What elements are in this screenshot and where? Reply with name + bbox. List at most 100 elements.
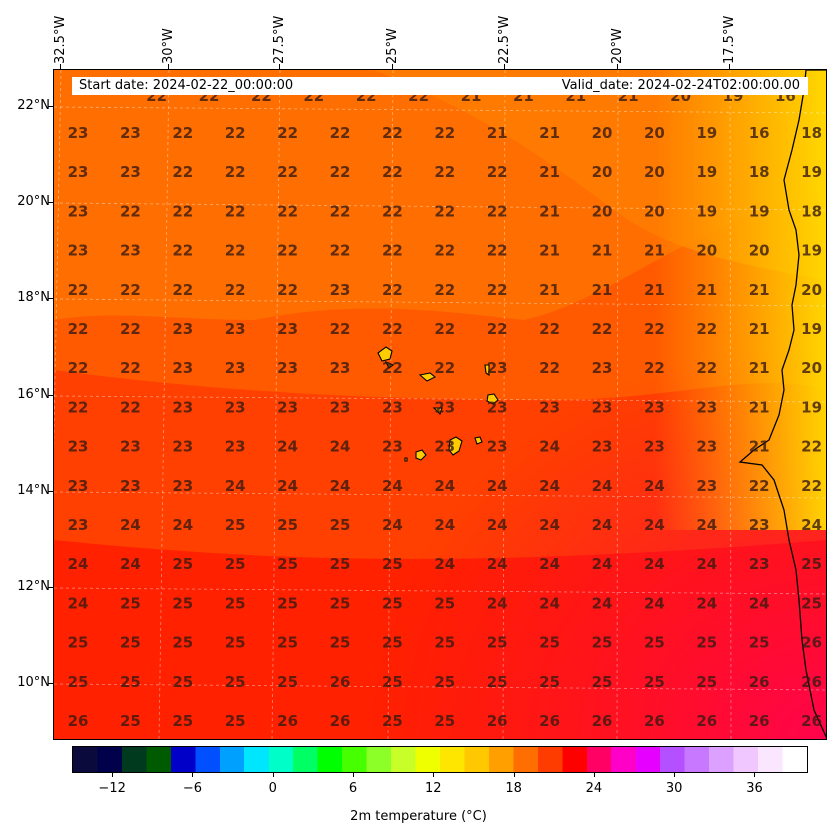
temperature-value: 23 bbox=[68, 477, 89, 495]
temperature-value: 24 bbox=[487, 555, 508, 573]
longitude-label-text: 22.5°W bbox=[497, 15, 512, 64]
temperature-value: 23 bbox=[277, 398, 298, 416]
temperature-value: 23 bbox=[120, 124, 141, 142]
temperature-value: 25 bbox=[539, 673, 560, 691]
colorbar-tick bbox=[754, 773, 756, 777]
latitude-label: 18°N bbox=[17, 290, 50, 305]
temperature-value: 25 bbox=[277, 555, 298, 573]
temperature-value: 23 bbox=[120, 477, 141, 495]
temperature-value: 24 bbox=[382, 516, 403, 534]
temperature-value: 23 bbox=[172, 320, 193, 338]
temperature-value: 25 bbox=[696, 634, 717, 652]
temperature-value: 23 bbox=[696, 477, 717, 495]
temperature-value: 22 bbox=[644, 359, 665, 377]
latitude-label: 14°N bbox=[17, 483, 50, 498]
map-panel: 22 22 22 22 22 22 21 21 21 21 20 19 16 23 23 22 22 22 22 22… bbox=[53, 69, 827, 740]
temperature-value: 24 bbox=[487, 594, 508, 612]
temperature-value: 22 bbox=[696, 320, 717, 338]
temperature-value: 22 bbox=[225, 124, 246, 142]
temperature-value: 24 bbox=[434, 516, 455, 534]
colorbar-tick-label: 18 bbox=[505, 781, 522, 796]
temperature-value: 23 bbox=[277, 320, 298, 338]
temperature-value: 21 bbox=[749, 281, 770, 299]
colorbar-tick-label: −12 bbox=[98, 781, 126, 796]
temperature-value: 19 bbox=[801, 398, 822, 416]
colorbar-tick-label: 0 bbox=[268, 781, 277, 796]
temperature-value: 25 bbox=[434, 634, 455, 652]
temperature-value: 22 bbox=[434, 320, 455, 338]
temperature-value: 24 bbox=[592, 516, 613, 534]
colorbar-tick-label: 6 bbox=[348, 781, 358, 796]
temperature-value: 25 bbox=[277, 673, 298, 691]
temperature-value: 23 bbox=[225, 438, 246, 456]
temperature-value: 22 bbox=[172, 202, 193, 220]
temperature-value: 22 bbox=[749, 477, 770, 495]
temperature-value: 22 bbox=[801, 438, 822, 456]
temperature-value: 22 bbox=[487, 202, 508, 220]
longitude-label-text: 17.5°W bbox=[722, 15, 737, 64]
temperature-value: 25 bbox=[172, 634, 193, 652]
temperature-value: 22 bbox=[382, 281, 403, 299]
longitude-label-text: 30°W bbox=[161, 28, 176, 64]
valid-date-label: Valid_date: 2024-02-24T02:00:00.00 bbox=[561, 78, 800, 93]
temperature-value: 23 bbox=[120, 163, 141, 181]
temperature-value: 22 bbox=[487, 163, 508, 181]
colorbar-tick bbox=[593, 773, 595, 777]
temperature-value: 18 bbox=[801, 124, 822, 142]
temperature-value: 24 bbox=[592, 594, 613, 612]
temperature-value: 22 bbox=[434, 359, 455, 377]
temperature-value: 25 bbox=[801, 594, 822, 612]
longitude-tick bbox=[168, 64, 169, 69]
colorbar-tick bbox=[674, 773, 676, 777]
temperature-value: 23 bbox=[330, 281, 351, 299]
temperature-value: 23 bbox=[225, 320, 246, 338]
colorbar-tick bbox=[272, 773, 274, 777]
temperature-value: 19 bbox=[696, 124, 717, 142]
longitude-label-text: 20°W bbox=[610, 28, 625, 64]
temperature-value: 24 bbox=[277, 477, 298, 495]
temperature-value: 23 bbox=[592, 398, 613, 416]
temperature-value: 21 bbox=[539, 202, 560, 220]
temperature-value: 23 bbox=[644, 398, 665, 416]
temperature-value: 20 bbox=[592, 202, 613, 220]
longitude-label: 22.5°W bbox=[497, 4, 518, 64]
temperature-value: 22 bbox=[434, 242, 455, 260]
colorbar-tick bbox=[112, 773, 114, 777]
temperature-value: 25 bbox=[225, 516, 246, 534]
cape-verde-islands bbox=[377, 346, 499, 462]
latitude-label: 16°N bbox=[17, 387, 50, 402]
temperature-value: 23 bbox=[277, 359, 298, 377]
temperature-value: 21 bbox=[539, 124, 560, 142]
temperature-value: 26 bbox=[801, 673, 822, 691]
temperature-value: 25 bbox=[172, 673, 193, 691]
latitude-label: 10°N bbox=[17, 675, 50, 690]
temperature-value: 25 bbox=[644, 634, 665, 652]
temperature-value: 26 bbox=[330, 712, 351, 730]
temperature-value: 22 bbox=[382, 163, 403, 181]
latitude-tick bbox=[48, 106, 53, 107]
temperature-value: 23 bbox=[749, 516, 770, 534]
temperature-value: 23 bbox=[382, 398, 403, 416]
temperature-value: 21 bbox=[749, 359, 770, 377]
date-info-bar: Start date: 2024-02-22_00:00:00 Valid_da… bbox=[72, 77, 808, 95]
temperature-value: 25 bbox=[225, 712, 246, 730]
start-date-label: Start date: 2024-02-22_00:00:00 bbox=[79, 78, 294, 93]
temperature-value: 21 bbox=[539, 242, 560, 260]
temperature-value: 25 bbox=[330, 594, 351, 612]
longitude-tick bbox=[504, 64, 505, 69]
temperature-value: 23 bbox=[172, 477, 193, 495]
temperature-value: 24 bbox=[382, 477, 403, 495]
temperature-value: 22 bbox=[68, 281, 89, 299]
temperature-value: 23 bbox=[120, 242, 141, 260]
temperature-value: 25 bbox=[592, 634, 613, 652]
colorbar-tick-label: 36 bbox=[746, 781, 763, 796]
temperature-value: 19 bbox=[696, 163, 717, 181]
graticule bbox=[54, 70, 826, 739]
temperature-value: 20 bbox=[644, 202, 665, 220]
temperature-value: 24 bbox=[539, 516, 560, 534]
temperature-value: 23 bbox=[592, 359, 613, 377]
temperature-value: 21 bbox=[749, 398, 770, 416]
temperature-value: 25 bbox=[120, 712, 141, 730]
temperature-value: 25 bbox=[382, 634, 403, 652]
temperature-value: 20 bbox=[644, 124, 665, 142]
